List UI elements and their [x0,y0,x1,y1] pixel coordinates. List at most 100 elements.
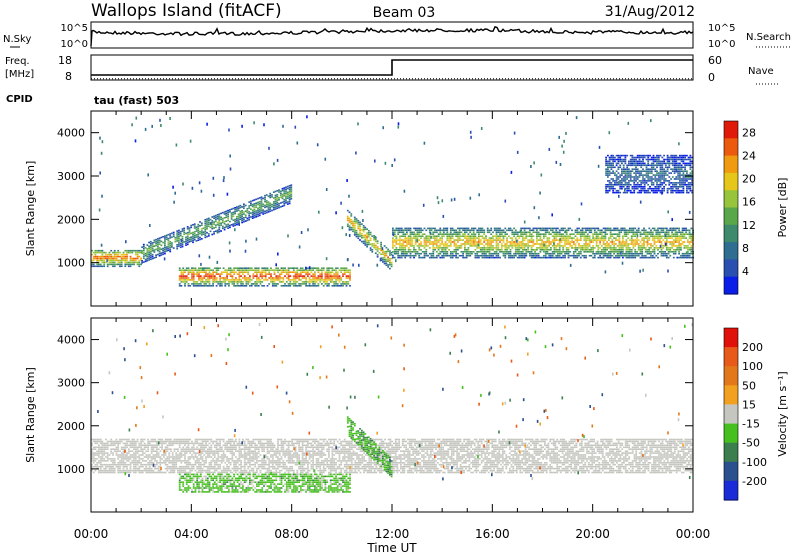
data-cell [476,237,479,239]
data-cell [232,207,235,210]
data-cell [634,233,637,235]
data-cell [432,256,435,259]
data-cell [103,469,106,472]
data-cell [550,229,552,232]
data-cell [416,237,419,239]
data-cell [464,243,466,245]
data-cell [226,283,228,285]
data-cell [406,254,408,257]
data-cell [287,234,289,238]
data-cell [532,229,535,232]
data-cell [453,245,456,247]
data-cell [207,219,210,222]
data-cell [126,257,128,260]
data-cell [550,227,552,230]
data-cell [406,239,408,241]
data-cell [219,283,221,285]
data-cell [541,227,543,230]
data-cell [690,237,693,239]
data-cell [369,239,372,242]
data-cell [442,235,445,237]
data-cell [585,237,587,239]
data-cell [328,283,330,285]
data-cell [649,172,651,174]
data-cell [423,233,426,235]
data-cell [189,139,192,143]
data-cell [428,229,431,232]
data-cell [513,231,515,234]
data-cell [656,158,658,161]
data-cell [321,275,323,277]
data-cell [638,164,641,167]
data-cell [201,285,204,287]
data-cell [236,219,238,222]
data-cell [220,283,223,285]
data-cell [106,255,109,258]
data-cell [296,141,299,145]
data-cell [654,180,657,182]
data-cell [242,271,244,273]
data-cell [371,243,374,245]
data-cell [158,247,161,249]
data-cell [199,283,202,285]
data-cell [449,231,452,234]
data-cell [569,263,572,267]
data-cell [665,247,668,249]
data-cell [441,233,443,235]
data-cell [380,253,382,256]
data-cell [691,176,693,178]
data-cell [514,233,517,235]
data-cell [212,273,214,275]
data-cell [387,248,389,251]
data-cell [101,450,104,452]
data-cell [469,239,472,241]
data-cell [333,275,336,277]
data-cell [195,234,198,236]
data-cell [585,235,587,237]
data-cell [643,191,646,194]
data-cell [687,158,690,161]
data-cell [497,254,500,257]
data-cell [208,267,211,269]
data-cell [120,257,123,260]
data-cell [622,235,624,237]
data-cell [606,243,608,245]
data-cell [307,269,309,271]
data-cell [455,239,457,241]
data-cell [636,237,638,239]
data-cell [236,218,238,220]
data-cell [617,191,620,194]
data-cell [217,283,220,285]
data-cell [600,252,603,255]
data-cell [560,229,563,232]
data-cell [110,259,113,262]
data-cell [103,448,106,450]
data-cell [157,249,159,252]
data-cell [392,237,394,239]
data-cell [434,241,436,243]
data-cell [690,249,693,251]
data-cell [366,245,368,248]
data-cell [478,193,480,197]
data-cell [521,245,524,247]
data-cell [250,212,252,214]
data-cell [527,227,529,230]
data-cell [684,164,686,167]
data-cell [308,266,311,270]
data-cell [213,227,215,229]
data-cell [400,239,403,241]
data-cell [645,170,648,172]
data-cell [397,231,400,234]
data-cell [219,275,221,277]
data-cell [667,251,670,253]
data-cell [142,255,145,258]
data-cell [663,178,665,180]
data-cell [261,269,264,271]
data-cell [479,239,482,241]
data-cell [308,277,311,279]
data-cell [296,277,299,279]
freq-series-line [91,59,693,76]
data-cell [213,223,215,225]
data-cell [674,227,677,230]
data-cell [663,186,665,188]
